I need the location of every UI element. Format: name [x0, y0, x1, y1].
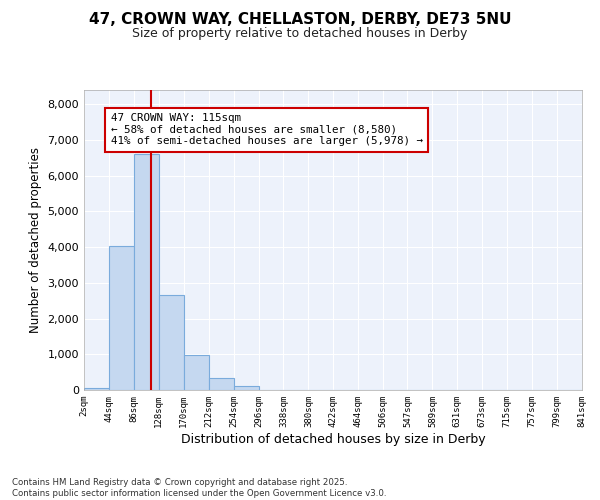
Text: 47 CROWN WAY: 115sqm
← 58% of detached houses are smaller (8,580)
41% of semi-de: 47 CROWN WAY: 115sqm ← 58% of detached h… — [111, 113, 423, 146]
Text: Size of property relative to detached houses in Derby: Size of property relative to detached ho… — [133, 28, 467, 40]
Text: Contains HM Land Registry data © Crown copyright and database right 2025.
Contai: Contains HM Land Registry data © Crown c… — [12, 478, 386, 498]
Bar — [109, 246, 134, 390]
Bar — [84, 388, 109, 390]
Bar — [134, 154, 159, 390]
Text: 47, CROWN WAY, CHELLASTON, DERBY, DE73 5NU: 47, CROWN WAY, CHELLASTON, DERBY, DE73 5… — [89, 12, 511, 28]
Bar — [233, 386, 259, 390]
Bar — [159, 296, 184, 390]
Bar — [209, 378, 233, 390]
Y-axis label: Number of detached properties: Number of detached properties — [29, 147, 42, 333]
X-axis label: Distribution of detached houses by size in Derby: Distribution of detached houses by size … — [181, 432, 485, 446]
Bar — [184, 356, 209, 390]
